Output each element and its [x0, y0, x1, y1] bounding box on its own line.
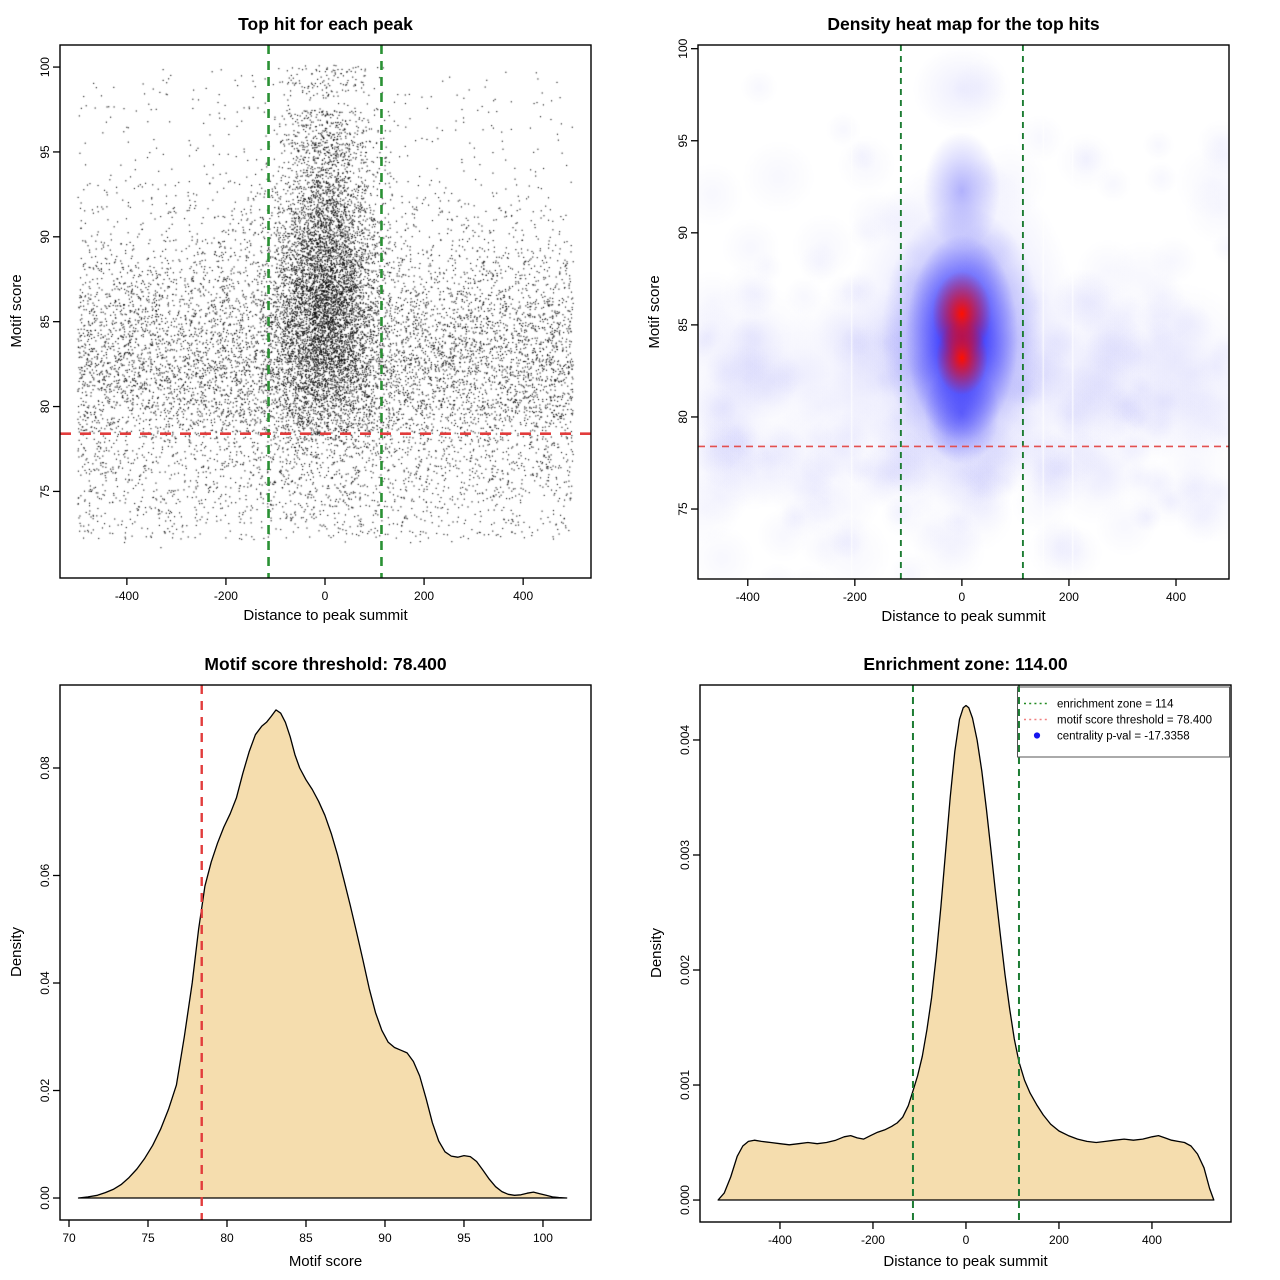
y-axis-label: Motif score — [8, 274, 25, 347]
svg-text:-400: -400 — [736, 590, 760, 604]
legend-enrichment-zone-label: enrichment zone = 114 — [1057, 699, 1174, 711]
heatmap-canvas — [698, 45, 1229, 579]
svg-text:90: 90 — [38, 230, 52, 244]
svg-text:0: 0 — [963, 1233, 970, 1247]
svg-text:0.003: 0.003 — [678, 840, 692, 870]
svg-text:80: 80 — [220, 1231, 234, 1245]
panel-motif-score-density: Motif score threshold: 78.400 Motif scor… — [0, 640, 640, 1280]
svg-text:-400: -400 — [115, 589, 139, 603]
svg-text:90: 90 — [378, 1231, 392, 1245]
chart-title: Enrichment zone: 114.00 — [863, 654, 1068, 674]
x-axis-label: Distance to peak summit — [883, 1253, 1048, 1270]
legend-centrality-pval-dot — [1033, 732, 1041, 739]
panel-top-hit-scatter: Top hit for each peak Distance to peak s… — [0, 0, 640, 640]
svg-text:0: 0 — [959, 590, 966, 604]
svg-text:80: 80 — [38, 400, 52, 414]
panel-density-heatmap: Density heat map for the top hits Distan… — [640, 0, 1280, 640]
y-axis-label: Motif score — [646, 275, 663, 348]
panel-enrichment-zone-density: Enrichment zone: 114.00 Distance to peak… — [640, 640, 1280, 1280]
svg-text:0.002: 0.002 — [678, 955, 692, 985]
svg-text:0.001: 0.001 — [678, 1070, 692, 1100]
svg-text:0.004: 0.004 — [678, 725, 692, 755]
chart-title: Density heat map for the top hits — [827, 14, 1100, 34]
svg-text:0: 0 — [322, 589, 329, 603]
x-axis-label: Distance to peak summit — [243, 607, 408, 624]
svg-text:-200: -200 — [214, 589, 238, 603]
svg-text:0.00: 0.00 — [38, 1186, 52, 1210]
svg-text:-200: -200 — [843, 590, 867, 604]
chart-title: Top hit for each peak — [238, 14, 413, 34]
legend-centrality-pval-label: centrality p-val = -17.3358 — [1057, 731, 1190, 743]
svg-text:200: 200 — [414, 589, 434, 603]
svg-text:90: 90 — [676, 226, 690, 240]
svg-text:80: 80 — [676, 410, 690, 424]
svg-text:70: 70 — [62, 1231, 76, 1245]
svg-text:400: 400 — [513, 589, 533, 603]
density-plot-area: 70 75 80 85 90 95 100 0.00 0.02 0.04 0.06 0.08 — [38, 684, 592, 1245]
svg-text:0.06: 0.06 — [38, 863, 52, 887]
svg-text:95: 95 — [676, 134, 690, 148]
svg-text:0.08: 0.08 — [38, 756, 52, 780]
svg-text:95: 95 — [38, 145, 52, 159]
legend-box — [1017, 686, 1230, 758]
svg-text:85: 85 — [299, 1231, 313, 1245]
svg-text:0.000: 0.000 — [678, 1185, 692, 1215]
svg-text:-200: -200 — [861, 1233, 885, 1247]
svg-text:0.02: 0.02 — [38, 1079, 52, 1103]
svg-text:95: 95 — [457, 1231, 471, 1245]
svg-text:200: 200 — [1059, 590, 1079, 604]
svg-text:200: 200 — [1049, 1233, 1069, 1247]
svg-text:0.04: 0.04 — [38, 971, 52, 995]
heatmap-plot-area: -400 -200 0 200 400 75 80 85 90 95 100 — [676, 38, 1230, 604]
y-axis-label: Density — [648, 927, 665, 978]
x-axis-label: Distance to peak summit — [881, 608, 1046, 625]
chart-title: Motif score threshold: 78.400 — [204, 654, 446, 674]
svg-text:100: 100 — [676, 38, 690, 58]
y-axis-label: Density — [8, 926, 25, 977]
density-plot-area: -400 -200 0 200 400 0.000 0.001 0.002 0.003 0.004 — [678, 684, 1232, 1247]
x-axis-label: Motif score — [289, 1253, 362, 1270]
svg-text:75: 75 — [676, 502, 690, 516]
svg-text:100: 100 — [533, 1231, 553, 1245]
scatter-points-canvas — [60, 45, 591, 578]
svg-text:-400: -400 — [768, 1233, 792, 1247]
svg-text:400: 400 — [1166, 590, 1186, 604]
svg-text:85: 85 — [38, 315, 52, 329]
svg-text:85: 85 — [676, 318, 690, 332]
svg-text:100: 100 — [38, 57, 52, 77]
svg-text:400: 400 — [1142, 1233, 1162, 1247]
legend-motif-threshold-label: motif score threshold = 78.400 — [1057, 715, 1212, 727]
svg-text:75: 75 — [141, 1231, 155, 1245]
legend: enrichment zone = 114 motif score thresh… — [1017, 686, 1230, 758]
scatter-plot-area: -400 -200 0 200 400 75 80 85 90 95 100 — [38, 44, 592, 603]
svg-text:75: 75 — [38, 484, 52, 498]
